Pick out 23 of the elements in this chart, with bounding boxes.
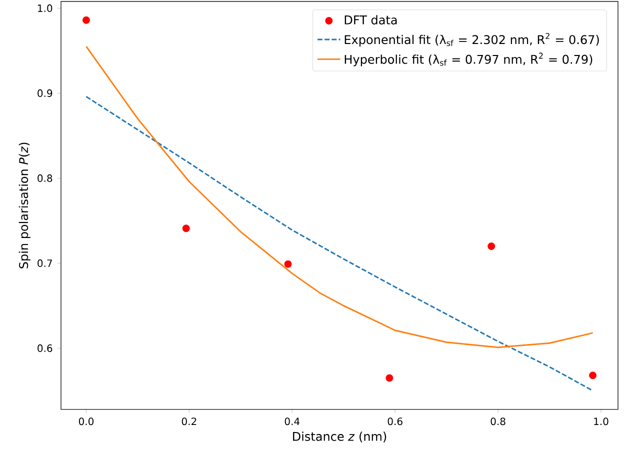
point (182, 224, 190, 232)
point (589, 371, 597, 379)
point (386, 374, 394, 382)
y-tick-label: 1.0 (38, 4, 52, 12)
line-series (86, 46, 594, 348)
x-tick-label: 1.0 (594, 417, 608, 425)
x-tick-label: 0.4 (284, 417, 300, 425)
x-axis-title: Distance z (nm) (293, 431, 386, 442)
legend-label: DFT data (344, 14, 397, 24)
y-tick-label: 0.8 (38, 174, 52, 182)
x-tick-label: 0.6 (388, 417, 402, 425)
point (82, 16, 90, 24)
x-tick-label: 0.2 (182, 417, 196, 425)
y-tick-label: 0.6 (38, 344, 52, 352)
point (488, 242, 496, 250)
x-tick-label: 0.0 (78, 417, 94, 425)
y-tick-label: 0.9 (38, 89, 52, 97)
point (284, 260, 292, 268)
y-tick-label: 0.7 (38, 259, 52, 267)
legend-label: Exponential fit (λ$_{sf}$ = 2.302 nm, R$^{2}$ = 0.67) (344, 32, 599, 46)
y-axis-title: Spin polarisation P(z) (18, 142, 30, 268)
x-tick-label: 0.8 (490, 417, 506, 425)
legend-label: Hyperbolic fit (λ$_{sf}$ = 0.797 nm, R$^{2}$ = 0.79) (344, 52, 592, 66)
